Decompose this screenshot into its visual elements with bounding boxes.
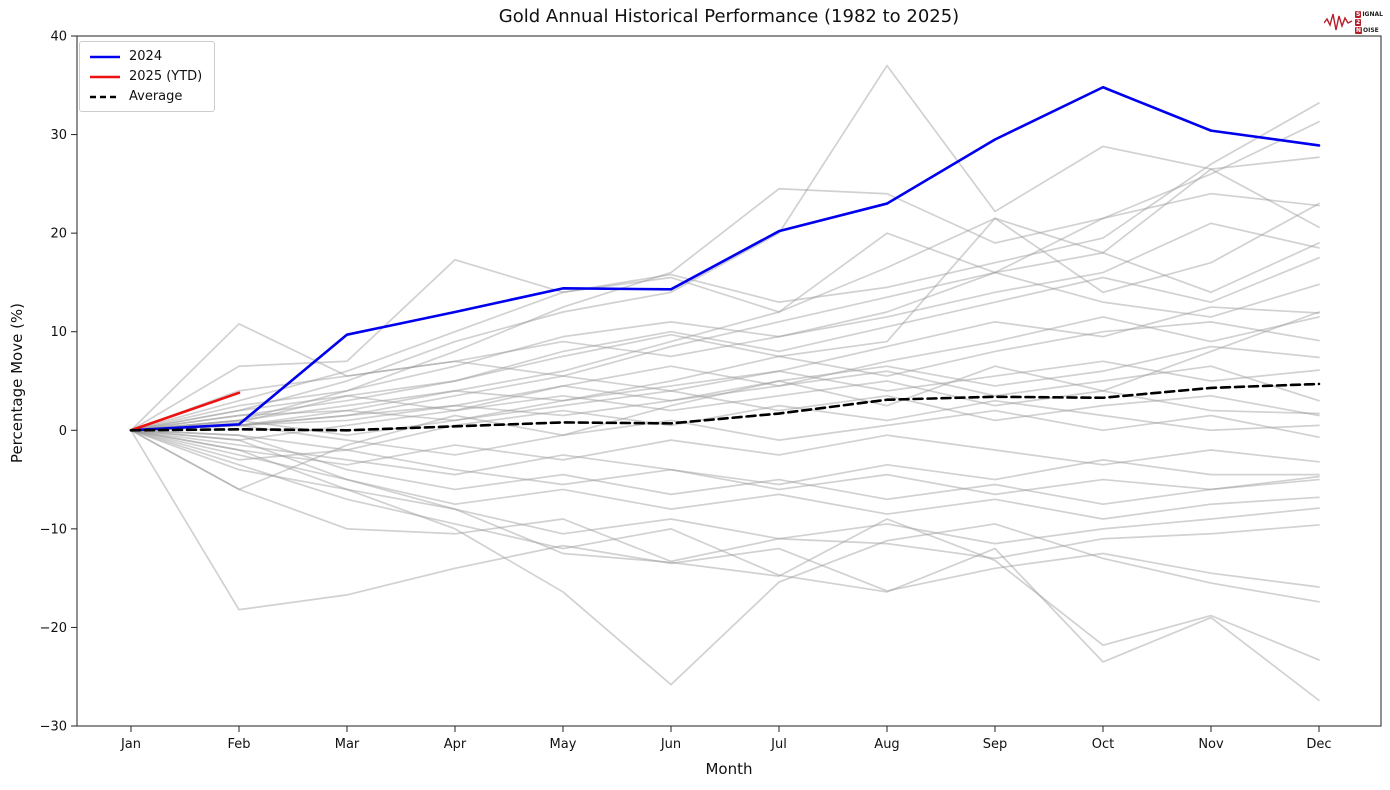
series-hist-15 xyxy=(130,360,1320,432)
series-hist-07 xyxy=(130,222,1320,432)
logo-chip-s: S xyxy=(1355,10,1362,18)
series-hist-20 xyxy=(130,409,1320,456)
logo-chip-2: 2 xyxy=(1355,18,1362,26)
x-tick-label: Apr xyxy=(444,737,467,752)
logo-text: S IGNAL 2 N OISE xyxy=(1355,10,1383,34)
series-hist-30 xyxy=(130,429,1320,661)
series-hist-01 xyxy=(130,120,1320,432)
legend-swatch xyxy=(90,95,120,98)
series-hist-18 xyxy=(130,390,1320,437)
series-hist-12 xyxy=(130,321,1320,432)
series-2024 xyxy=(129,85,1321,432)
series-hist-16 xyxy=(130,365,1320,432)
series-hist-21 xyxy=(130,429,1320,466)
series-hist-19 xyxy=(130,399,1320,451)
series-hist-10 xyxy=(130,306,1320,432)
series-hist-17 xyxy=(130,380,1320,441)
legend-swatch xyxy=(90,55,120,58)
y-tick-label: −30 xyxy=(40,720,67,735)
x-tick-label: Oct xyxy=(1092,737,1114,752)
series-hist-08 xyxy=(130,256,1320,432)
series-Average xyxy=(129,382,1321,432)
y-tick-label: −20 xyxy=(40,621,67,636)
x-tick-label: Jan xyxy=(120,737,141,752)
series-2025 (YTD) xyxy=(129,391,241,432)
series-hist-25 xyxy=(130,429,1320,520)
x-axis-label: Month xyxy=(705,760,753,778)
waveform-icon xyxy=(1324,13,1353,31)
legend-item-average: Average xyxy=(89,89,202,104)
y-tick-label: 30 xyxy=(50,128,67,143)
series-hist-24 xyxy=(130,429,1320,506)
x-tick-label: Mar xyxy=(335,737,360,752)
logo-row-signal: S IGNAL xyxy=(1355,10,1383,18)
series-hist-23 xyxy=(130,429,1320,496)
chart-title: Gold Annual Historical Performance (1982… xyxy=(498,6,960,27)
series-hist-27 xyxy=(130,429,1320,563)
chart-legend: 2024 2025 (YTD) Average xyxy=(79,41,216,112)
series-hist-03 xyxy=(130,64,1320,432)
series-hist-02 xyxy=(130,102,1320,432)
legend-label: 2024 xyxy=(129,49,163,64)
y-tick-label: −10 xyxy=(40,522,67,537)
series-hist-26 xyxy=(130,429,1320,545)
y-tick-label: 10 xyxy=(50,325,67,340)
x-tick-label: Feb xyxy=(227,737,250,752)
x-tick-label: Jun xyxy=(660,737,681,752)
y-tick-label: 40 xyxy=(50,30,67,45)
legend-item-2025-ytd-: 2025 (YTD) xyxy=(89,69,202,84)
x-tick-label: Sep xyxy=(983,737,1008,752)
y-tick-label: 0 xyxy=(59,424,67,439)
series-hist-22 xyxy=(130,429,1320,486)
legend-swatch xyxy=(90,75,120,78)
signal2noise-logo: S IGNAL 2 N OISE xyxy=(1324,2,1386,42)
legend-label: Average xyxy=(129,89,183,104)
logo-row-2: 2 xyxy=(1355,18,1383,26)
series-hist-29 xyxy=(130,429,1320,686)
series-hist-31 xyxy=(130,429,1320,702)
series-hist-11 xyxy=(130,316,1320,432)
series-hist-32 xyxy=(130,311,1320,491)
y-tick-label: 20 xyxy=(50,227,67,242)
series-hist-13 xyxy=(130,202,1320,432)
series-hist-06 xyxy=(130,217,1320,432)
x-tick-label: Nov xyxy=(1198,737,1224,752)
x-tick-label: Jul xyxy=(770,737,787,752)
series-hist-04 xyxy=(130,187,1320,432)
series-hist-05 xyxy=(130,168,1320,432)
series-hist-28 xyxy=(130,429,1320,611)
legend-item-2024: 2024 xyxy=(89,49,202,64)
logo-rest-signal: IGNAL xyxy=(1362,10,1383,18)
axes-frame xyxy=(76,35,1382,727)
x-tick-label: May xyxy=(550,737,577,752)
logo-rest-noise: OISE xyxy=(1363,26,1379,34)
series-hist-14 xyxy=(130,345,1320,432)
x-tick-label: Dec xyxy=(1306,737,1331,752)
y-axis-label: Percentage Move (%) xyxy=(8,302,26,464)
legend-label: 2025 (YTD) xyxy=(129,69,203,84)
x-tick-label: Aug xyxy=(874,737,899,752)
series-hist-09 xyxy=(130,271,1320,432)
logo-row-noise: N OISE xyxy=(1355,26,1383,34)
logo-chip-n: N xyxy=(1355,26,1363,34)
